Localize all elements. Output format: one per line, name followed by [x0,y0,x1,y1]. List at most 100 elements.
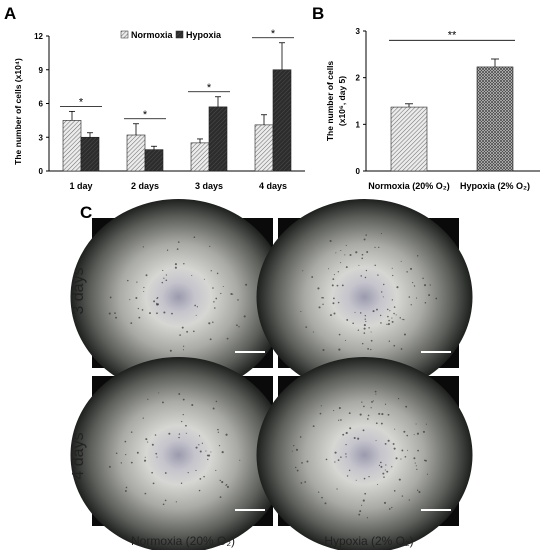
cell-speck [237,299,239,301]
cell-speck [216,272,219,275]
micrograph-hypoxia-4-days [256,357,473,553]
cell-speck [338,406,341,410]
cell-speck [344,254,346,256]
cell-speck [319,412,322,415]
cell-speck [415,465,417,467]
cell-speck [391,317,393,319]
cell-speck [392,274,394,277]
cell-speck [225,433,228,436]
significance-star-b: ** [448,29,457,41]
cell-speck [372,310,375,313]
cell-speck [365,320,367,322]
cell-speck [429,284,431,286]
cell-speck [364,318,366,320]
x-category-label-a: 2 days [131,181,159,191]
cell-speck [201,442,204,444]
cell-speck [215,297,218,300]
cell-speck [416,468,418,470]
cell-speck [413,434,415,436]
cell-speck [400,458,402,460]
cell-speck [221,451,224,454]
cell-speck [374,246,376,249]
cell-speck [207,458,209,461]
cell-speck [393,344,396,347]
cell-speck [403,333,406,336]
cell-speck [368,327,370,329]
cell-speck [156,456,158,458]
cell-speck [141,309,144,311]
cell-speck [346,318,349,321]
cell-speck [417,489,419,491]
cell-speck [114,312,116,314]
cell-speck [374,390,377,393]
cell-speck [115,452,118,454]
y-axis-title-b-line2: (x10⁶, day 5) [337,76,347,126]
cell-speck [144,456,146,458]
cell-speck [232,293,234,295]
cell-speck [340,249,342,251]
cell-speck [192,330,195,333]
cell-speck [245,283,248,286]
cell-speck [207,454,211,457]
cell-speck [360,275,363,277]
cell-speck [214,307,216,309]
cell-speck [386,308,389,311]
cell-speck [136,451,139,454]
cell-speck [165,274,168,276]
cell-speck [363,238,366,241]
cell-speck [363,477,366,480]
cell-speck [399,317,401,319]
cell-speck [142,246,144,248]
cell-speck [380,232,382,235]
y-tick-label-b: 3 [356,27,361,36]
cell-speck [183,345,185,347]
row-label-4-days: 4 days [70,432,87,479]
bar-a [62,120,82,172]
cell-speck [336,284,339,287]
cell-speck [359,312,362,314]
cell-speck [387,315,389,318]
cell-speck [340,419,342,421]
cell-speck [383,283,385,286]
cell-speck [166,249,169,251]
bar-a [126,134,146,172]
cell-speck [226,485,229,488]
cell-speck [130,322,133,325]
cell-speck [422,430,425,433]
cell-speck [398,478,401,481]
cell-speck [181,420,183,423]
micrograph-normoxia-3-days [70,199,287,395]
cell-speck [213,301,215,303]
x-category-label-b: Hypoxia (2% O₂) [460,181,530,191]
x-category-label-a: 3 days [195,181,223,191]
cell-speck [387,413,390,416]
cell-speck [378,464,381,466]
cell-speck [349,253,352,256]
micrograph-hypoxia-3-days [256,199,473,395]
y-tick-label-a: 3 [39,133,44,142]
cell-speck [404,455,407,458]
cell-speck [120,462,122,464]
cell-speck [417,449,419,452]
cell-speck [384,469,386,471]
cell-speck [338,419,340,421]
cell-speck [333,297,335,300]
cell-speck [337,459,340,462]
cell-speck [300,310,302,313]
cell-speck [147,441,149,443]
cell-speck [205,450,207,452]
cell-speck [375,422,378,425]
cell-speck [414,462,416,464]
cell-speck [382,472,385,475]
cell-speck [363,405,365,408]
cell-speck [355,479,357,481]
cell-speck [243,315,246,318]
cell-speck [182,349,184,351]
legend-label-a: Hypoxia [186,30,222,40]
cell-speck [376,308,378,311]
cell-speck [366,251,369,253]
cell-speck [158,392,160,394]
cell-speck [175,501,177,503]
cell-speck [162,503,165,506]
cell-speck [435,297,438,300]
